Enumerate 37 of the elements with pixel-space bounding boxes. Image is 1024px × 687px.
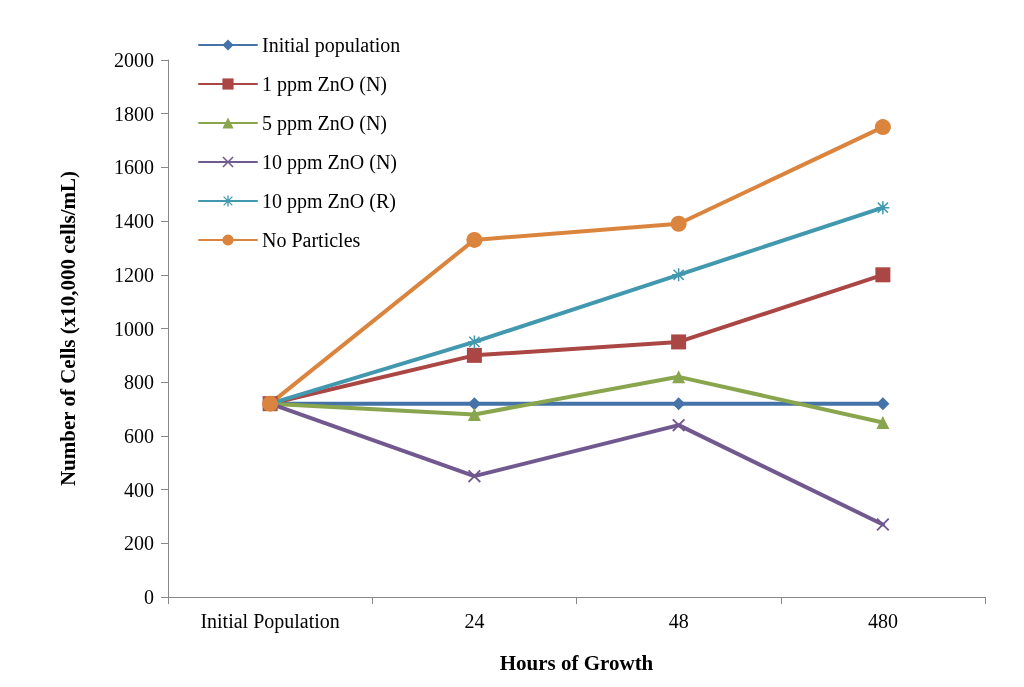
point bbox=[874, 119, 891, 136]
legend-label: 10 ppm ZnO (R) bbox=[262, 190, 396, 213]
y-tick-label: 2000 bbox=[114, 49, 154, 71]
point bbox=[875, 267, 891, 283]
legend-label: 1 ppm ZnO (N) bbox=[262, 73, 387, 96]
point bbox=[672, 397, 686, 411]
x-tick-label: Initial Population bbox=[200, 610, 340, 633]
point bbox=[672, 370, 686, 384]
point bbox=[672, 418, 686, 432]
y-tick-label: 0 bbox=[144, 586, 154, 608]
y-tick-label: 1400 bbox=[114, 210, 154, 233]
point bbox=[876, 415, 890, 429]
y-tick-label: 600 bbox=[124, 424, 154, 447]
y-tick-label: 800 bbox=[124, 371, 154, 394]
y-tick-label: 1800 bbox=[114, 102, 154, 125]
x-axis-title: Hours of Growth bbox=[499, 650, 654, 675]
legend-label: Initial population bbox=[262, 34, 401, 57]
y-tick-label: 400 bbox=[124, 478, 154, 501]
y-tick-label: 1200 bbox=[114, 263, 154, 286]
x-tick-label: 24 bbox=[464, 610, 485, 632]
y-tick-label: 200 bbox=[124, 532, 154, 555]
point bbox=[466, 347, 482, 363]
legend-label: No Particles bbox=[262, 229, 361, 251]
legend-label: 10 ppm ZnO (N) bbox=[262, 151, 397, 174]
point bbox=[466, 231, 483, 248]
y-tick-label: 1600 bbox=[114, 156, 154, 179]
point bbox=[467, 469, 481, 483]
point bbox=[467, 397, 481, 411]
x-tick-label: 48 bbox=[668, 610, 689, 632]
y-axis-title: Number of Cells (x10,000 cells/mL) bbox=[55, 170, 80, 487]
y-tick-label: 1000 bbox=[114, 317, 154, 340]
point bbox=[670, 215, 687, 232]
x-tick-label: 480 bbox=[867, 610, 898, 632]
point bbox=[671, 334, 687, 350]
point bbox=[876, 397, 890, 411]
legend-label: 5 ppm ZnO (N) bbox=[262, 112, 387, 135]
point bbox=[467, 407, 481, 421]
